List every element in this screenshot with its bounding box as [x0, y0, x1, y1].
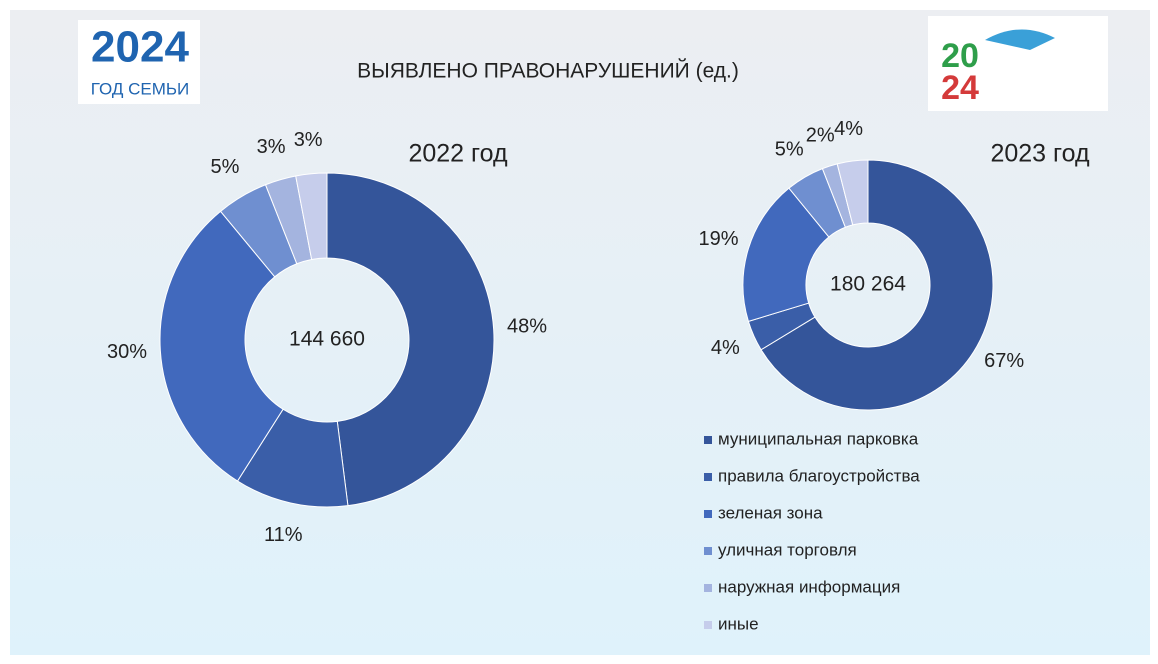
logo-bird — [985, 29, 1055, 50]
logo-text: ГОД СЕМЬИ — [91, 79, 190, 98]
data-label: 3% — [294, 129, 323, 151]
legend-swatch — [704, 510, 712, 518]
data-label: 4% — [834, 118, 863, 140]
legend-swatch — [704, 473, 712, 481]
data-label: 48% — [507, 316, 547, 338]
legend-entry: зеленая зона — [718, 503, 823, 522]
donut-segment — [326, 172, 495, 507]
data-label: 11% — [264, 524, 303, 546]
logo-number: 2024 — [91, 23, 189, 72]
data-label: 30% — [107, 341, 147, 363]
data-label: 5% — [775, 138, 804, 160]
data-label: 67% — [984, 350, 1024, 372]
legend-entry: уличная торговля — [718, 540, 857, 559]
legend-swatch — [704, 436, 712, 444]
logo-left — [78, 20, 200, 104]
legend-entry: муниципальная парковка — [718, 429, 919, 448]
data-label: 3% — [257, 136, 286, 158]
data-label: 4% — [711, 337, 740, 359]
data-label: 2% — [806, 125, 835, 147]
legend-swatch — [704, 621, 712, 629]
chart-title: 2023 год — [990, 140, 1089, 168]
logo-right-top: 20 — [941, 37, 979, 75]
chart-title: 2022 год — [408, 140, 507, 168]
donut-segment — [159, 210, 284, 482]
legend-swatch — [704, 547, 712, 555]
legend-entry: иные — [718, 614, 759, 633]
legend-entry: правила благоустройства — [718, 466, 920, 485]
donut-segment — [760, 159, 994, 411]
data-label: 5% — [211, 156, 240, 178]
donut-segment — [836, 159, 869, 226]
center-label: 144 660 — [289, 328, 365, 351]
slide-title: ВЫЯВЛЕНО ПРАВОНАРУШЕНИЙ (ед.) — [357, 59, 739, 83]
donut-segment — [295, 172, 328, 261]
legend-entry: наружная информация — [718, 577, 900, 596]
legend-swatch — [704, 584, 712, 592]
data-label: 19% — [699, 228, 739, 250]
logo-right-bottom: 24 — [941, 69, 979, 107]
center-label: 180 264 — [830, 273, 906, 296]
